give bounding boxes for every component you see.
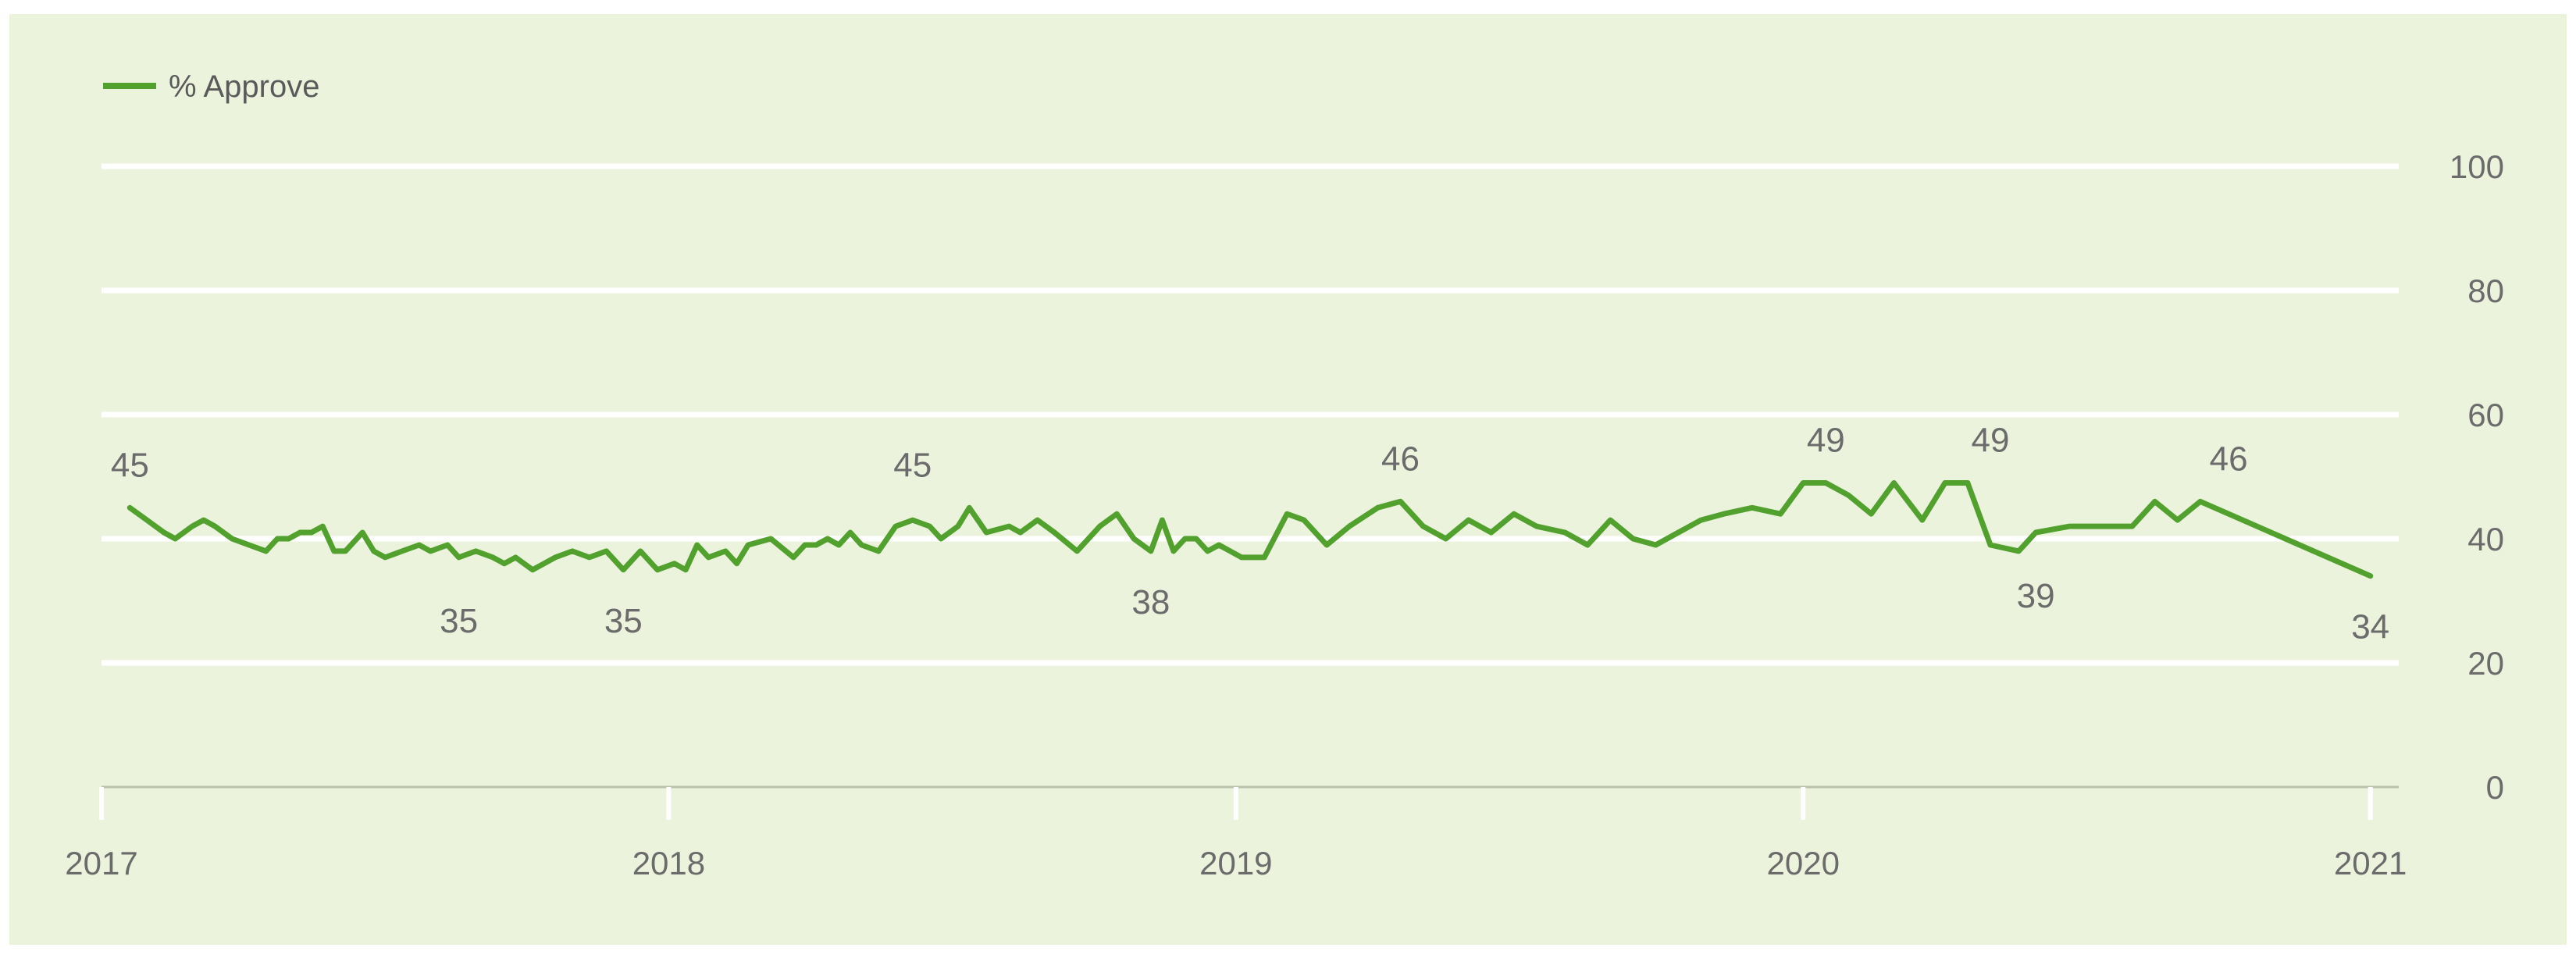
y-tick-label-80: 80 bbox=[2467, 272, 2504, 309]
y-tick-label-100: 100 bbox=[2450, 148, 2504, 185]
data-label-46: 46 bbox=[1381, 440, 1420, 478]
x-tick-label-2018: 2018 bbox=[632, 845, 705, 881]
x-axis-ticks: 2017 2018 2019 2020 2021 bbox=[65, 787, 2407, 881]
y-tick-label-0: 0 bbox=[2486, 769, 2504, 806]
data-label-35: 35 bbox=[440, 602, 478, 640]
x-tick-label-2017: 2017 bbox=[65, 845, 137, 881]
y-tick-label-40: 40 bbox=[2467, 521, 2504, 557]
y-tick-label-20: 20 bbox=[2467, 645, 2504, 682]
data-label-35: 35 bbox=[604, 602, 643, 640]
series-line-approve bbox=[126, 480, 2374, 579]
data-label-45: 45 bbox=[893, 446, 932, 484]
data-label-46: 46 bbox=[2210, 440, 2248, 478]
data-label-49: 49 bbox=[1972, 421, 2010, 459]
data-labels: 45 35 35 45 38 46 49 49 39 46 34 bbox=[111, 421, 2389, 646]
series-layer bbox=[126, 480, 2374, 579]
data-label-34: 34 bbox=[2351, 608, 2389, 646]
x-tick-label-2019: 2019 bbox=[1199, 845, 1272, 881]
data-label-49: 49 bbox=[1807, 421, 1845, 459]
data-label-45: 45 bbox=[111, 446, 149, 484]
data-label-39: 39 bbox=[2017, 577, 2055, 615]
legend-label: % Approve bbox=[169, 69, 319, 104]
chart-panel: % Approve 0 20 40 60 80 100 2017 2018 2019 2020 2… bbox=[9, 14, 2567, 945]
gridlines bbox=[102, 163, 2399, 666]
x-tick-label-2021: 2021 bbox=[2334, 845, 2407, 881]
data-label-38: 38 bbox=[1131, 583, 1170, 621]
y-axis-ticks: 0 20 40 60 80 100 bbox=[2450, 148, 2504, 806]
x-tick-label-2020: 2020 bbox=[1767, 845, 1840, 881]
legend: % Approve bbox=[103, 69, 319, 104]
y-tick-label-60: 60 bbox=[2467, 397, 2504, 433]
